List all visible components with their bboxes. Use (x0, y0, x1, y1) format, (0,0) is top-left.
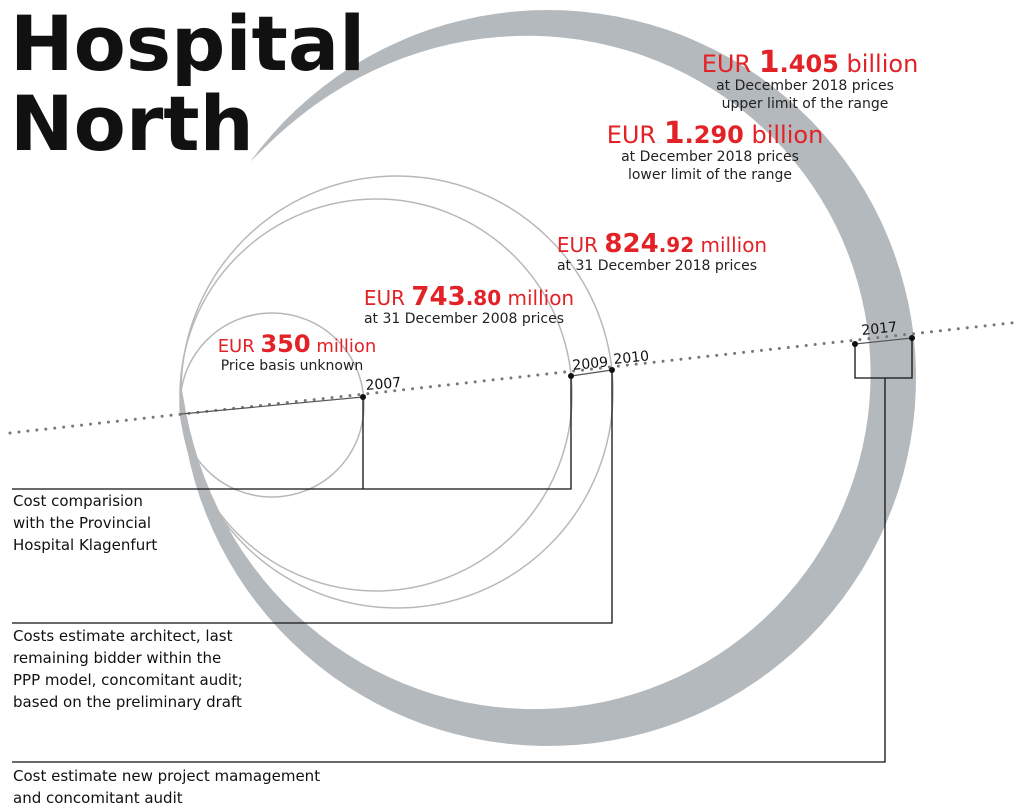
unit: million (507, 286, 574, 310)
cost-circle (179, 198, 573, 592)
year-label: 2009 (572, 354, 609, 374)
amount-decimals: .92 (659, 233, 694, 257)
title: North (10, 79, 254, 168)
leader-line (12, 376, 572, 490)
leader-line (12, 370, 613, 624)
note: based on the preliminary draft (13, 693, 242, 711)
timeline (8, 320, 1020, 435)
year-label: 2007 (365, 375, 402, 394)
currency: EUR (218, 336, 255, 357)
currency: EUR (364, 286, 405, 310)
currency: EUR (702, 50, 751, 78)
timeline-solid (570, 369, 613, 377)
cost-note: upper limit of the range (722, 96, 889, 112)
cost-label: EUR 743.80 million (364, 282, 574, 312)
leader-line (854, 338, 913, 379)
amount-decimals: .405 (780, 50, 839, 78)
amount-decimals: .290 (685, 121, 744, 149)
year-label: 2017 (861, 319, 898, 339)
timeline-solid (854, 337, 913, 345)
year-dot (609, 367, 615, 373)
year-dot (360, 394, 366, 400)
currency: EUR (607, 121, 656, 149)
cost-note: at 31 December 2008 prices (364, 311, 564, 327)
amount: 350 (260, 330, 310, 358)
cost-note: Price basis unknown (221, 358, 364, 374)
year-label: 2010 (613, 348, 650, 368)
note: Cost comparision (13, 492, 143, 510)
year-dot (852, 341, 858, 347)
unit: million (316, 336, 376, 357)
title: Hospital (10, 0, 365, 88)
cost-note: at December 2018 prices (621, 149, 799, 165)
amount: 1 (759, 45, 780, 80)
cost-label: EUR 350 million (218, 330, 377, 358)
cost-label: EUR 824.92 million (557, 229, 767, 259)
currency: EUR (557, 233, 598, 257)
timeline-solid (180, 396, 364, 415)
year-dot (568, 373, 574, 379)
cost-label: EUR 1.290 billion (607, 116, 824, 151)
cost-label: EUR 1.405 billion (702, 45, 919, 80)
amount: 1 (664, 116, 685, 151)
unit: million (700, 233, 767, 257)
unit: billion (846, 50, 918, 78)
amount-decimals: .80 (466, 286, 501, 310)
note: remaining bidder within the (13, 649, 221, 667)
cost-note: lower limit of the range (628, 167, 792, 183)
note: Hospital Klagenfurt (13, 536, 157, 554)
note: Costs estimate architect, last (13, 627, 233, 645)
cost-note: at 31 December 2018 prices (557, 258, 757, 274)
note: with the Provincial (13, 514, 151, 532)
cost-circle (180, 175, 614, 609)
year-dot (909, 335, 915, 341)
note: PPP model, concomitant audit; (13, 671, 243, 689)
note: Cost estimate new project mamagement (13, 767, 320, 785)
unit: billion (751, 121, 823, 149)
note: and concomitant audit (13, 789, 183, 807)
amount: 743 (411, 282, 465, 312)
cost-note: at December 2018 prices (716, 78, 894, 94)
amount: 824 (604, 229, 658, 259)
leader-line (12, 378, 886, 763)
